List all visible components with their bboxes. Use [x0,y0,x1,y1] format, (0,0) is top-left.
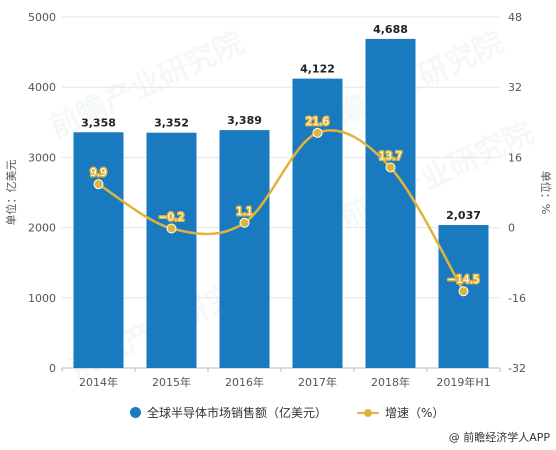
x-tick-label: 2016年 [225,375,264,389]
x-tick-label: 2017年 [298,375,337,389]
bar-value-label: 3,358 [81,116,116,129]
legend-line-swatch [357,407,380,418]
x-tick-label: 2014年 [79,375,118,389]
growth-point [166,223,177,234]
y-tick-label: 3000 [28,151,56,164]
y-tick-label: 1000 [28,292,56,305]
y-tick-label: 4000 [28,81,56,94]
growth-point [93,179,104,190]
legend-label-sales: 全球半导体市场销售额（亿美元） [147,406,328,420]
growth-value-label: 21.6 [306,116,330,128]
bar [438,225,489,368]
bar-value-label: 3,389 [227,114,262,127]
y2-tick-label: 48 [508,11,522,24]
y-tick-label: 5000 [28,11,56,24]
legend-bar-swatch [130,407,141,418]
y2-axis-title: 单位：% [539,171,553,214]
growth-value-label: 13.7 [379,150,402,162]
x-tick-label: 2019年H1 [436,375,490,389]
bar [219,130,270,368]
combo-chart: 0 1000 2000 3000 4000 5000 -32 -16 0 16 32 48 单位：亿美元… [4,11,553,389]
growth-point [385,162,396,173]
bar [365,38,416,368]
legend-item-growth: 增速（%） [357,404,444,421]
growth-point [239,217,250,228]
legend: 全球半导体市场销售额（亿美元） 增速（%） [130,404,444,421]
y2-tick-label: 16 [508,151,522,164]
bar [146,132,197,368]
y-tick-label: 2000 [28,222,56,235]
growth-value-label: 1.1 [236,206,253,218]
source-credit: @ 前瞻经济学人APP [448,431,550,444]
growth-value-label: 9.9 [90,167,107,179]
x-tick-label: 2018年 [371,375,410,389]
growth-point [312,127,323,138]
y2-tick-label: -16 [508,292,526,305]
legend-item-sales: 全球半导体市场销售额（亿美元） [130,404,327,421]
y2-tick-label: -32 [508,362,526,375]
y-axis-title: 单位：亿美元 [4,160,18,226]
bar [73,132,124,368]
growth-value-label: −14.5 [447,274,479,286]
legend-label-growth: 增速（%） [385,406,445,420]
x-tick-label: 2015年 [152,375,191,389]
bar-value-label: 2,037 [446,209,481,222]
growth-value-label: −0.2 [159,211,185,223]
bar-value-label: 4,122 [300,63,335,76]
bar-value-label: 4,688 [373,23,408,36]
y-tick-label: 0 [49,362,56,375]
bar-value-label: 3,352 [154,117,189,130]
y2-tick-label: 32 [508,81,522,94]
bar [292,78,343,369]
growth-point [458,286,469,297]
y2-tick-label: 0 [508,222,515,235]
